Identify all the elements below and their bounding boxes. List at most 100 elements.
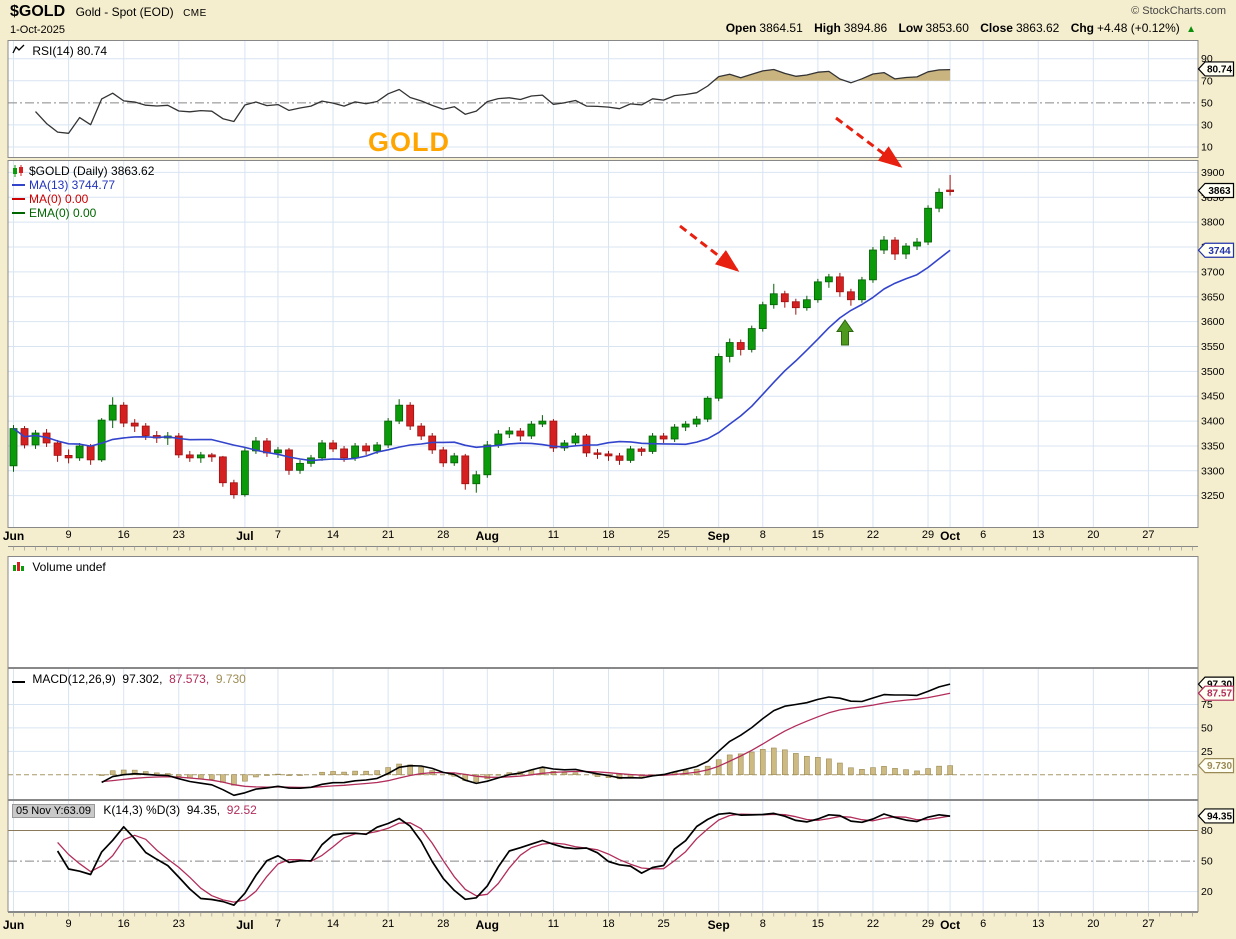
x-axis-label: Oct xyxy=(940,529,961,543)
high-value: 3894.86 xyxy=(843,21,888,35)
x-axis-label: 20 xyxy=(1087,918,1100,930)
x-axis-label: 14 xyxy=(326,918,340,930)
svg-text:50: 50 xyxy=(1201,722,1213,734)
low-label: Low xyxy=(898,21,923,35)
svg-text:3350: 3350 xyxy=(1201,440,1225,452)
macd-legend-name: MACD(12,26,9) xyxy=(32,672,116,686)
stoch-value-k: 94.35, xyxy=(186,803,221,817)
x-axis-label: Sep xyxy=(707,918,730,932)
svg-text:25: 25 xyxy=(1201,746,1213,758)
exchange-label: CME xyxy=(183,8,207,19)
svg-text:3744: 3744 xyxy=(1208,246,1231,257)
svg-text:10: 10 xyxy=(1201,141,1213,153)
x-axis-label: 23 xyxy=(172,529,185,541)
candlestick-icon xyxy=(12,165,25,177)
x-axis-label: 7 xyxy=(274,529,282,541)
x-axis-label: 22 xyxy=(866,918,880,930)
stoch-legend: 05 Nov Y:63.09 K(14,3) %D(3) 94.35, 92.5… xyxy=(12,803,257,818)
open-value: 3864.51 xyxy=(759,21,803,35)
x-axis-label: 20 xyxy=(1087,529,1100,541)
x-axis-tick-band xyxy=(8,912,1198,917)
volume-plot xyxy=(7,556,1199,668)
x-axis-label: 28 xyxy=(437,918,450,930)
x-axis-label: 6 xyxy=(980,529,987,541)
x-axis-label: 16 xyxy=(117,529,130,541)
macd-value-1: 97.302, xyxy=(122,672,163,686)
svg-text:9.730: 9.730 xyxy=(1207,761,1232,772)
rsi-plot: 90 70 50 30 10 80.74 xyxy=(7,40,1235,158)
svg-text:80.74: 80.74 xyxy=(1207,64,1232,75)
price-legend-ma0: MA(0) 0.00 xyxy=(29,192,89,206)
x-axis-label: 15 xyxy=(811,918,824,930)
svg-text:97.30: 97.30 xyxy=(1207,680,1232,691)
svg-text:3450: 3450 xyxy=(1201,391,1225,403)
x-axis-label: 16 xyxy=(117,918,130,930)
crosshair-tooltip: 05 Nov Y:63.09 xyxy=(12,804,96,818)
svg-text:3800: 3800 xyxy=(1201,217,1225,229)
x-axis-label: 27 xyxy=(1142,918,1155,930)
x-axis-tick-band xyxy=(8,546,1198,551)
price-plot: 3900385038003750370036503600355035003450… xyxy=(7,160,1235,528)
x-axis-label: 11 xyxy=(547,529,560,541)
stoch-plot: 80 50 20 94.35 xyxy=(7,800,1235,912)
x-axis-label: 18 xyxy=(602,529,615,541)
ema0-line-icon xyxy=(12,212,25,214)
price-legend-symbol: $GOLD (Daily) 3863.62 xyxy=(29,164,155,178)
x-axis-label: 13 xyxy=(1032,918,1045,930)
gold-annotation: GOLD xyxy=(368,127,450,157)
x-axis-label: 11 xyxy=(547,918,560,930)
svg-text:3250: 3250 xyxy=(1201,490,1225,502)
x-axis-label: 25 xyxy=(657,529,670,541)
close-value: 3863.62 xyxy=(1015,21,1060,35)
x-axis-label: Jun xyxy=(2,529,25,543)
x-axis-label: Jul xyxy=(236,918,254,932)
svg-text:80: 80 xyxy=(1201,825,1213,837)
x-axis-label: 9 xyxy=(65,918,72,930)
x-axis-label: 27 xyxy=(1142,529,1155,541)
x-axis-label: Aug xyxy=(475,918,499,932)
svg-text:3500: 3500 xyxy=(1201,366,1225,378)
svg-text:3863: 3863 xyxy=(1208,186,1231,197)
svg-text:75: 75 xyxy=(1201,699,1213,711)
macd-value-2: 87.573, xyxy=(169,672,210,686)
x-axis-label: Oct xyxy=(940,918,961,932)
x-axis-label: 25 xyxy=(657,918,670,930)
x-axis-label: 6 xyxy=(980,918,987,930)
quote-line: Open 3864.51 High 3894.86 Low 3853.60 Close… xyxy=(718,21,1196,35)
rsi-legend: RSI(14) 80.74 xyxy=(12,44,107,58)
svg-text:50: 50 xyxy=(1201,97,1213,109)
stoch-legend-name: K(14,3) %D(3) xyxy=(103,803,181,817)
x-axis-label: 13 xyxy=(1032,529,1045,541)
svg-text:3300: 3300 xyxy=(1201,465,1225,477)
x-axis-label: 29 xyxy=(921,529,935,541)
svg-text:50: 50 xyxy=(1201,856,1213,868)
volume-bars-icon xyxy=(12,560,25,571)
svg-text:3600: 3600 xyxy=(1201,316,1225,328)
chg-label: Chg xyxy=(1070,21,1095,35)
x-axis-label: Jun xyxy=(2,918,25,932)
x-axis-label: 29 xyxy=(921,918,935,930)
x-axis-labels-top: Jun 9 16 23 Jul 7 14 21 28 Aug 11 18 25 Sep 8 15 22 29 Oct… xyxy=(0,529,1236,546)
ma13-line-icon xyxy=(12,184,25,186)
macd-value-3: 9.730 xyxy=(215,672,246,686)
copyright-label: © StockCharts.com xyxy=(1131,5,1226,17)
x-axis-label: 8 xyxy=(759,918,766,930)
svg-text:3650: 3650 xyxy=(1201,291,1225,303)
symbol-description: Gold - Spot (EOD) xyxy=(75,5,174,19)
macd-line-icon xyxy=(12,681,25,683)
volume-legend: Volume undef xyxy=(12,560,106,574)
x-axis-label: 22 xyxy=(866,529,880,541)
chg-value: +4.48 (+0.12%) xyxy=(1097,21,1180,35)
x-axis-label: 9 xyxy=(65,529,72,541)
x-axis-label: 28 xyxy=(437,529,450,541)
svg-text:3900: 3900 xyxy=(1201,167,1225,179)
chart-date: 1-Oct-2025 xyxy=(10,24,66,36)
high-label: High xyxy=(814,21,841,35)
x-axis-label: 21 xyxy=(382,529,395,541)
stoch-value-d: 92.52 xyxy=(226,803,257,817)
x-axis-label: 21 xyxy=(382,918,395,930)
svg-text:87.57: 87.57 xyxy=(1207,689,1232,700)
x-axis-label: Sep xyxy=(707,529,730,543)
